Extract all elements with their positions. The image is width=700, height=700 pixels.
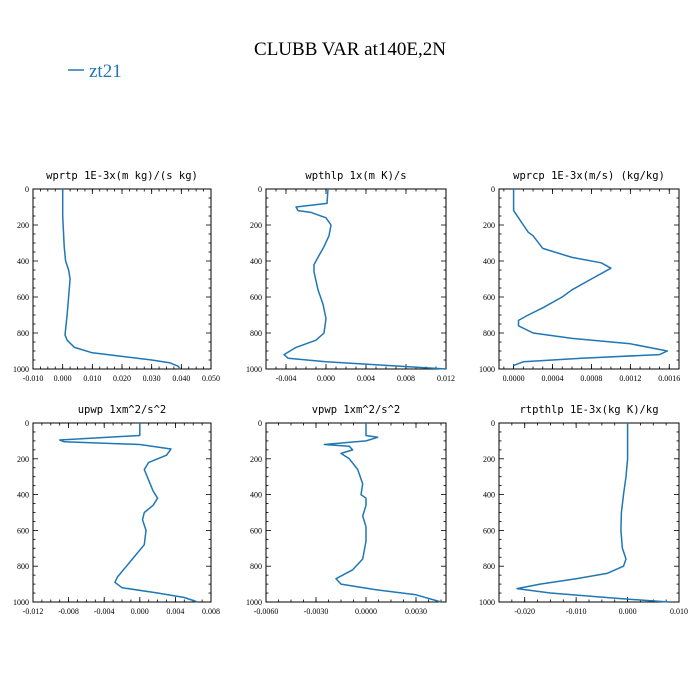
figure-title: CLUBB VAR at140E,2N xyxy=(254,39,446,60)
y-tick-label: 600 xyxy=(483,293,495,302)
x-tick-label: -0.004 xyxy=(276,374,297,383)
y-tick-label: 0 xyxy=(25,419,29,428)
y-tick-label: 800 xyxy=(17,562,29,571)
x-tick-label: 0.0016 xyxy=(658,374,680,383)
series-line-zt21 xyxy=(323,423,442,603)
panel-title: upwp 1xm^2/s^2 xyxy=(78,404,167,416)
panel-title: wprcp 1E-3x(m/s) (kg/kg) xyxy=(513,170,665,182)
x-tick-label: 0.004 xyxy=(166,607,184,616)
y-tick-label: 200 xyxy=(17,455,29,464)
legend-label-zt21: zt21 xyxy=(89,61,122,82)
plot-frame xyxy=(265,422,447,603)
y-tick-label: 200 xyxy=(250,221,262,230)
y-tick-label: 1000 xyxy=(479,365,495,374)
panel-title: wpthlp 1x(m K)/s xyxy=(305,170,406,182)
x-tick-label: 0.000 xyxy=(317,374,335,383)
x-tick-label: -0.008 xyxy=(58,607,79,616)
y-tick-label: 0 xyxy=(258,185,262,194)
x-tick-label: -0.004 xyxy=(94,607,115,616)
y-tick-label: 400 xyxy=(17,491,29,500)
x-tick-label: 0.000 xyxy=(54,374,72,383)
y-tick-label: 600 xyxy=(17,293,29,302)
chart-panel-4: upwp 1xm^2/s^2 -0.012 -0.008 -0.004 0.000 0.0… xyxy=(13,404,220,616)
plot-frame xyxy=(498,422,680,603)
y-tick-label: 600 xyxy=(483,526,495,535)
chart-panel-3: wprcp 1E-3x(m/s) (kg/kg) 0.0000 0.0004 0.00… xyxy=(479,170,680,383)
y-tick-label: 400 xyxy=(250,257,262,266)
chart-panel-1: wprtp 1E-3x(m kg)/(s kg) -0.010 0.000 0.010… xyxy=(13,170,220,383)
series-line-zt21 xyxy=(516,423,669,603)
y-tick-label: 0 xyxy=(491,185,495,194)
series-line-zt21 xyxy=(283,188,447,370)
y-tick-label: 800 xyxy=(17,329,29,338)
y-tick-label: 1000 xyxy=(479,598,495,607)
x-tick-label: 0.000 xyxy=(619,607,637,616)
legend: zt21 xyxy=(68,61,122,82)
panel-title: wprtp 1E-3x(m kg)/(s kg) xyxy=(46,170,198,182)
x-tick-label: 0.0004 xyxy=(542,374,564,383)
plot-frame xyxy=(32,188,212,370)
x-tick-label: 0.008 xyxy=(397,374,415,383)
y-tick-label: 600 xyxy=(250,526,262,535)
x-tick-label: 0.0030 xyxy=(405,607,427,616)
y-tick-label: 600 xyxy=(250,293,262,302)
x-tick-label: -0.010 xyxy=(23,374,44,383)
x-tick-label: -0.0060 xyxy=(254,607,279,616)
y-tick-label: 200 xyxy=(483,221,495,230)
series-line-zt21 xyxy=(512,189,669,367)
x-tick-label: 0.040 xyxy=(172,374,190,383)
plot-frame xyxy=(498,188,680,370)
y-tick-label: 1000 xyxy=(13,365,29,374)
plot-frame xyxy=(32,422,212,603)
plot-frame xyxy=(265,188,447,370)
y-tick-label: 1000 xyxy=(246,365,262,374)
y-tick-label: 800 xyxy=(483,329,495,338)
x-tick-label: 0.012 xyxy=(437,374,455,383)
y-tick-label: 0 xyxy=(491,419,495,428)
x-tick-label: 0.0008 xyxy=(580,374,602,383)
x-tick-label: 0.0000 xyxy=(503,374,525,383)
x-tick-label: -0.010 xyxy=(566,607,587,616)
y-tick-label: 400 xyxy=(483,491,495,500)
chart-panel-5: vpwp 1xm^2/s^2 -0.0060 -0.0030 0.0000 0.0030… xyxy=(246,404,447,616)
y-tick-label: 400 xyxy=(17,257,29,266)
y-tick-label: 800 xyxy=(483,562,495,571)
panel-title: vpwp 1xm^2/s^2 xyxy=(312,404,401,416)
chart-panel-2: wpthlp 1x(m K)/s -0.004 0.000 0.004 0.008 0.0… xyxy=(246,170,455,383)
x-tick-label: 0.020 xyxy=(113,374,131,383)
x-tick-label: -0.012 xyxy=(23,607,44,616)
y-tick-label: 200 xyxy=(483,455,495,464)
x-tick-label: 0.050 xyxy=(202,374,220,383)
chart-panel-6: rtpthlp 1E-3x(kg K)/kg -0.020 -0.010 0.000 0… xyxy=(479,404,688,616)
y-tick-label: 400 xyxy=(483,257,495,266)
x-tick-label: 0.008 xyxy=(202,607,220,616)
panel-title: rtpthlp 1E-3x(kg K)/kg xyxy=(519,404,658,416)
x-tick-label: 0.030 xyxy=(143,374,161,383)
x-tick-label: 0.004 xyxy=(357,374,375,383)
y-tick-label: 1000 xyxy=(246,598,262,607)
series-line-zt21 xyxy=(58,423,198,603)
chart-panels: wprtp 1E-3x(m kg)/(s kg) -0.010 0.000 0.010… xyxy=(13,170,688,616)
y-tick-label: 1000 xyxy=(13,598,29,607)
y-tick-label: 0 xyxy=(25,185,29,194)
y-tick-label: 800 xyxy=(250,562,262,571)
y-tick-label: 800 xyxy=(250,329,262,338)
x-tick-label: 0.0000 xyxy=(355,607,377,616)
x-tick-label: 0.010 xyxy=(670,607,688,616)
y-tick-label: 0 xyxy=(258,419,262,428)
x-tick-label: -0.020 xyxy=(514,607,535,616)
y-tick-label: 200 xyxy=(250,455,262,464)
x-tick-label: 0.010 xyxy=(83,374,101,383)
x-tick-label: -0.0030 xyxy=(304,607,329,616)
x-tick-label: 0.000 xyxy=(131,607,149,616)
y-tick-label: 200 xyxy=(17,221,29,230)
y-tick-label: 400 xyxy=(250,491,262,500)
series-line-zt21 xyxy=(61,189,181,370)
y-tick-label: 600 xyxy=(17,526,29,535)
x-tick-label: 0.0012 xyxy=(619,374,641,383)
